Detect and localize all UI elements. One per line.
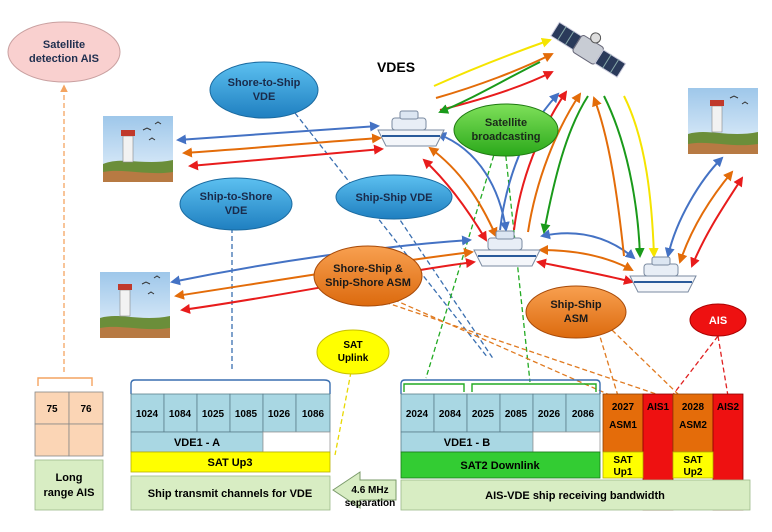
sat-uplink-line2: Uplink xyxy=(338,353,369,364)
channel-2024: 2024 xyxy=(406,409,429,420)
diagram-title: VDES xyxy=(377,59,415,75)
ship-receiving-footer: AIS-VDE ship receiving bandwidth xyxy=(485,490,665,502)
satellite-broadcasting-line2: broadcasting xyxy=(471,131,540,143)
asm2-label: ASM2 xyxy=(679,420,707,431)
channel-2084: 2084 xyxy=(439,409,462,420)
vde1-b-label: VDE1 - B xyxy=(444,437,491,449)
channel-1085: 1085 xyxy=(235,409,258,420)
ais1-label: AIS1 xyxy=(647,402,670,413)
ship-icon xyxy=(377,110,445,147)
channel-1026: 1026 xyxy=(268,409,291,420)
ellipse-satellite-detection: Satellite detection AIS xyxy=(7,21,121,83)
lighthouse-icon xyxy=(103,116,173,182)
communication-arrows xyxy=(170,37,744,314)
ellipse-sat-uplink: SAT Uplink xyxy=(316,329,390,375)
channel-2026: 2026 xyxy=(538,409,561,420)
separation-line2: separation xyxy=(345,498,396,509)
channel-2028: 2028 xyxy=(682,402,705,413)
sat-uplink-line1: SAT xyxy=(343,340,362,351)
channel-1025: 1025 xyxy=(202,409,225,420)
vde1-a-label: VDE1 - A xyxy=(174,437,220,449)
separation-line1: 4.6 MHz xyxy=(351,485,388,496)
ellipse-ais: AIS xyxy=(689,303,747,337)
ship-to-shore-line2: VDE xyxy=(225,205,248,217)
channel-2085: 2085 xyxy=(505,409,528,420)
right-band: 2024 2084 2025 2085 2026 2086 2027 ASM1 … xyxy=(400,393,751,511)
channel-1024: 1024 xyxy=(136,409,159,420)
lighthouse-icon xyxy=(688,88,758,154)
ship-ship-asm-line2: ASM xyxy=(564,313,588,325)
channel-2086: 2086 xyxy=(572,409,595,420)
ais2-label: AIS2 xyxy=(717,402,740,413)
channel-75: 75 xyxy=(46,404,58,415)
left-band: 1024 1084 1025 1085 1026 1086 VDE1 - A S… xyxy=(130,393,331,511)
satellite-broadcasting-line1: Satellite xyxy=(485,117,527,129)
shore-ship-asm-line1: Shore-Ship & xyxy=(333,263,403,275)
sat-up2-line1: SAT xyxy=(683,455,702,466)
shore-to-ship-line1: Shore-to-Ship xyxy=(228,77,301,89)
channel-2027: 2027 xyxy=(612,402,635,413)
ellipse-ship-to-shore: Ship-to-Shore VDE xyxy=(179,177,293,231)
ship-ship-vde-label: Ship-Ship VDE xyxy=(356,192,433,204)
ellipse-ship-ship-asm: Ship-Ship ASM xyxy=(525,285,627,339)
sat2-downlink-label: SAT2 Downlink xyxy=(460,460,540,472)
ellipse-ship-ship-vde: Ship-Ship VDE xyxy=(335,174,453,220)
ship-ship-asm-line1: Ship-Ship xyxy=(550,299,602,311)
ship-icon xyxy=(629,256,697,293)
asm1-label: ASM1 xyxy=(609,420,637,431)
satellite-detection-line2: detection AIS xyxy=(29,53,99,65)
sat-up1-line2: Up1 xyxy=(614,467,633,478)
sat-up2-line2: Up2 xyxy=(684,467,703,478)
long-range-line1: Long xyxy=(56,472,83,484)
long-range-ais-block: 75 76 Long range AIS xyxy=(34,391,104,511)
sat-up1-line1: SAT xyxy=(613,455,632,466)
ais-label: AIS xyxy=(709,315,727,327)
channel-1086: 1086 xyxy=(302,409,325,420)
channel-76: 76 xyxy=(80,404,92,415)
lighthouse-icon xyxy=(100,272,170,338)
ellipse-satellite-broadcasting: Satellite broadcasting xyxy=(453,103,559,157)
satellite-icon xyxy=(550,21,627,78)
ship-transmit-footer: Ship transmit channels for VDE xyxy=(148,488,312,500)
brackets xyxy=(37,377,601,394)
ellipse-shore-ship-asm: Shore-Ship & Ship-Shore ASM xyxy=(313,245,423,307)
long-range-line2: range AIS xyxy=(44,487,95,499)
ship-to-shore-line1: Ship-to-Shore xyxy=(200,191,273,203)
separation-arrow: 4.6 MHz separation xyxy=(332,471,397,509)
shore-ship-asm-line2: Ship-Shore ASM xyxy=(325,277,411,289)
ship-icon xyxy=(473,230,541,267)
ellipse-shore-to-ship: Shore-to-Ship VDE xyxy=(209,61,319,119)
satellite-detection-line1: Satellite xyxy=(43,39,85,51)
channel-1084: 1084 xyxy=(169,409,192,420)
sat-up3-label: SAT Up3 xyxy=(207,457,252,469)
channel-2025: 2025 xyxy=(472,409,495,420)
shore-to-ship-line2: VDE xyxy=(253,91,276,103)
